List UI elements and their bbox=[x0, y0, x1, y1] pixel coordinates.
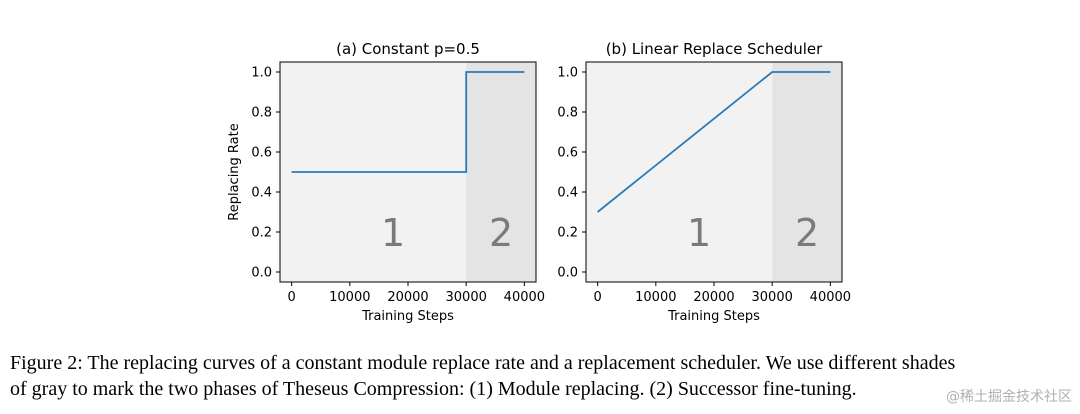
x-tick-label: 10000 bbox=[329, 290, 370, 305]
chart-panel-a: 1 2 0.0 0.2 0.4 0.6 0.8 1.0 0 10000 20000 30000 4000… bbox=[227, 40, 545, 324]
chart-title: (b) Linear Replace Scheduler bbox=[606, 40, 823, 58]
x-tick-label: 40000 bbox=[504, 290, 545, 305]
phase-region-2 bbox=[772, 62, 842, 282]
phase-label-2: 2 bbox=[489, 211, 513, 255]
x-axis-label: Training Steps bbox=[667, 309, 760, 324]
phase-label-1: 1 bbox=[381, 211, 405, 255]
y-tick-label: 0.6 bbox=[251, 146, 272, 161]
y-tick-label: 0.8 bbox=[251, 106, 272, 121]
y-tick-label: 0.6 bbox=[557, 146, 578, 161]
y-tick-label: 0.4 bbox=[251, 186, 272, 201]
x-tick-label: 20000 bbox=[693, 290, 734, 305]
y-tick-label: 0.4 bbox=[557, 186, 578, 201]
y-tick-label: 1.0 bbox=[557, 66, 578, 81]
x-tick-label: 30000 bbox=[446, 290, 487, 305]
x-tick-label: 40000 bbox=[810, 290, 851, 305]
phase-region-1 bbox=[586, 62, 773, 282]
x-tick-label: 10000 bbox=[635, 290, 676, 305]
x-tick-label: 20000 bbox=[387, 290, 428, 305]
x-tick-label: 0 bbox=[287, 290, 295, 305]
caption-line-2: of gray to mark the two phases of Theseu… bbox=[10, 378, 857, 400]
x-axis-label: Training Steps bbox=[361, 309, 454, 324]
y-tick-label: 0.0 bbox=[251, 266, 272, 281]
phase-region-2 bbox=[466, 62, 536, 282]
phase-label-2: 2 bbox=[795, 211, 819, 255]
y-tick-label: 0.2 bbox=[251, 226, 272, 241]
figure-charts: 1 2 0.0 0.2 0.4 0.6 0.8 1.0 0 10000 20000 30000 4000… bbox=[227, 40, 851, 324]
chart-panel-b: 1 2 0.0 0.2 0.4 0.6 0.8 1.0 0 10000 20000 30000 4000… bbox=[557, 40, 851, 324]
y-tick-label: 0.2 bbox=[557, 226, 578, 241]
caption-line-1: Figure 2: The replacing curves of a cons… bbox=[10, 352, 956, 374]
series-line-1 bbox=[597, 71, 831, 213]
series-line-1 bbox=[291, 71, 525, 173]
y-tick-label: 0.0 bbox=[557, 266, 578, 281]
phase-label-1: 1 bbox=[687, 211, 711, 255]
watermark: @稀土掘金技术社区 bbox=[946, 389, 1072, 405]
chart-title: (a) Constant p=0.5 bbox=[336, 40, 480, 58]
x-tick-label: 0 bbox=[593, 290, 601, 305]
x-tick-label: 30000 bbox=[752, 290, 793, 305]
figure-caption: Figure 2: The replacing curves of a cons… bbox=[10, 350, 1075, 402]
y-tick-label: 1.0 bbox=[251, 66, 272, 81]
y-axis-label: Replacing Rate bbox=[227, 123, 242, 220]
y-tick-label: 0.8 bbox=[557, 106, 578, 121]
